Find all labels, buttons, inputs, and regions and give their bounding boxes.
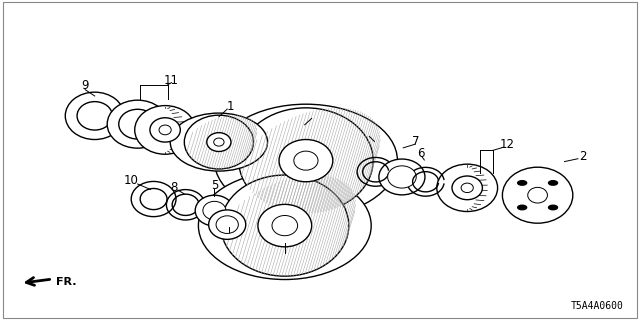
Ellipse shape: [216, 216, 238, 234]
Text: 5: 5: [225, 229, 233, 242]
Ellipse shape: [528, 188, 547, 203]
Text: 6: 6: [417, 147, 424, 160]
Ellipse shape: [184, 115, 253, 169]
Ellipse shape: [107, 100, 168, 148]
Text: 1: 1: [227, 100, 234, 113]
Circle shape: [548, 205, 557, 210]
Ellipse shape: [214, 104, 397, 217]
Ellipse shape: [279, 140, 333, 182]
Text: 12: 12: [500, 138, 515, 151]
Ellipse shape: [119, 109, 156, 139]
Circle shape: [548, 181, 557, 185]
Text: 11: 11: [164, 74, 179, 87]
Ellipse shape: [140, 188, 167, 210]
Ellipse shape: [65, 92, 124, 140]
Text: 10: 10: [124, 174, 139, 187]
Ellipse shape: [258, 204, 312, 247]
Text: 6: 6: [364, 127, 371, 140]
Ellipse shape: [221, 175, 349, 276]
Ellipse shape: [502, 167, 573, 223]
Text: 3: 3: [310, 109, 317, 122]
Circle shape: [518, 181, 527, 185]
Text: 8: 8: [170, 181, 178, 194]
Circle shape: [518, 205, 527, 210]
Ellipse shape: [436, 164, 498, 212]
Ellipse shape: [207, 133, 231, 151]
Ellipse shape: [135, 106, 196, 154]
Ellipse shape: [203, 201, 226, 220]
Text: 7: 7: [412, 135, 420, 148]
Ellipse shape: [159, 125, 172, 135]
Ellipse shape: [272, 215, 298, 236]
Ellipse shape: [131, 181, 176, 217]
Ellipse shape: [198, 172, 371, 280]
Ellipse shape: [77, 102, 113, 130]
Ellipse shape: [209, 210, 246, 239]
Ellipse shape: [452, 176, 483, 200]
Text: T5A4A0600: T5A4A0600: [571, 301, 624, 311]
Ellipse shape: [294, 151, 318, 170]
Ellipse shape: [195, 195, 234, 226]
Text: FR.: FR.: [56, 276, 76, 287]
Text: 9: 9: [81, 79, 89, 92]
Ellipse shape: [150, 118, 180, 142]
Ellipse shape: [170, 113, 268, 171]
Ellipse shape: [388, 166, 416, 188]
Ellipse shape: [239, 108, 373, 213]
Text: 5: 5: [211, 179, 218, 192]
Text: 4: 4: [281, 250, 289, 262]
Ellipse shape: [461, 183, 474, 193]
Text: 2: 2: [579, 150, 586, 163]
Ellipse shape: [214, 138, 224, 146]
Ellipse shape: [379, 159, 425, 195]
